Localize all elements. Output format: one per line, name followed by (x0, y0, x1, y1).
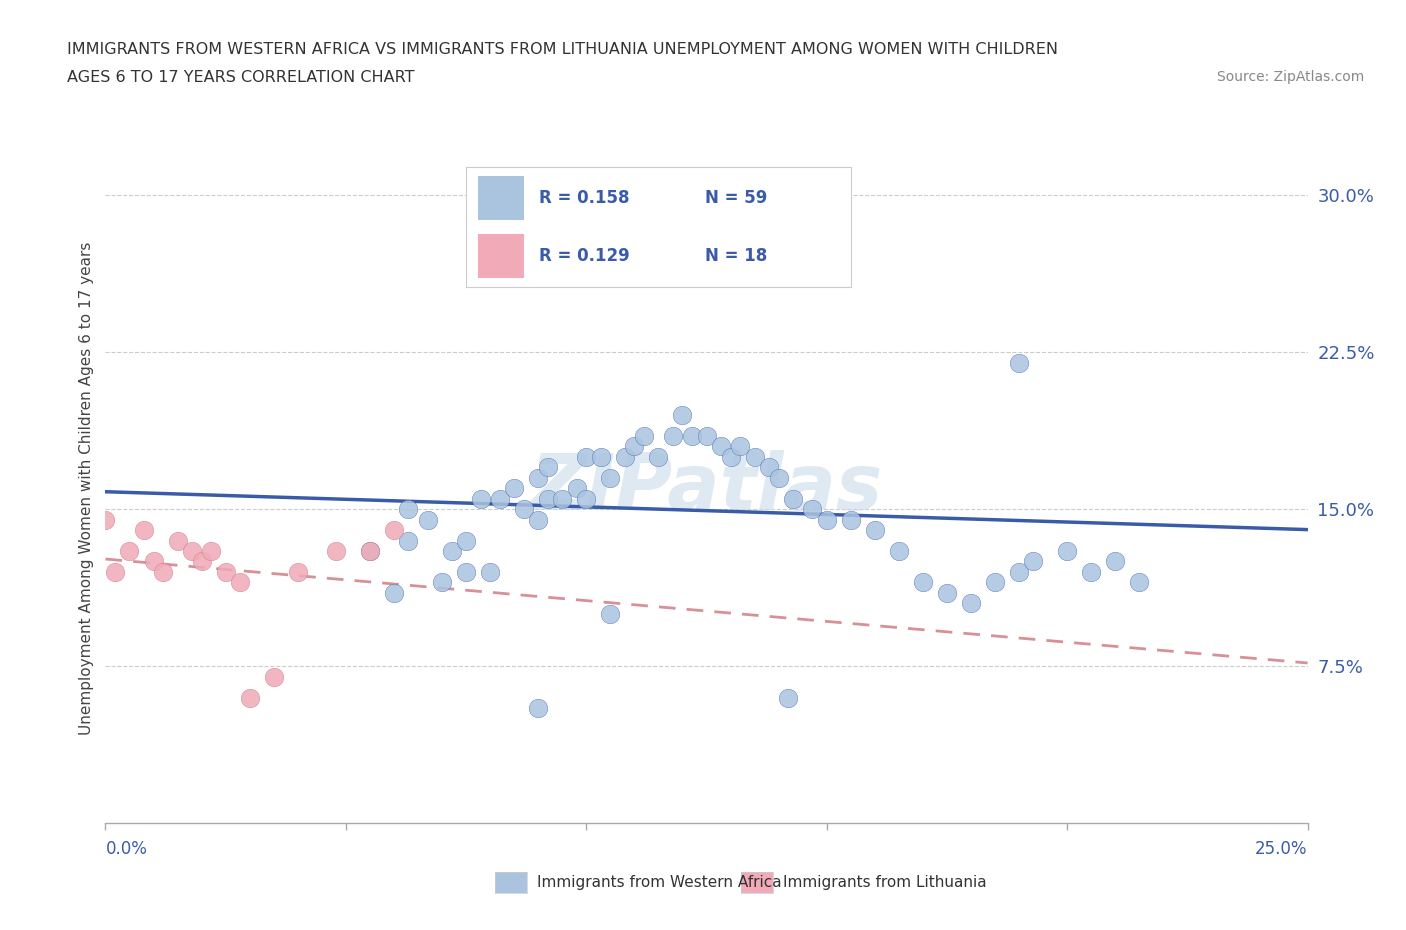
Point (190, 554, 212, 569)
Point (359, 543, 381, 558)
Point (758, 460, 780, 474)
Point (575, 491, 598, 506)
Point (647, 449, 669, 464)
Point (488, 491, 510, 506)
Text: Immigrants from Western Africa: Immigrants from Western Africa (537, 875, 782, 890)
Point (396, 533, 419, 548)
Point (1022, 554, 1045, 569)
Point (744, 449, 766, 464)
Point (696, 429, 718, 444)
Point (239, 690, 262, 705)
Point (142, 554, 165, 569)
Point (1128, 575, 1150, 590)
Point (181, 543, 204, 558)
Point (1080, 565, 1102, 579)
Point (513, 502, 536, 517)
Point (681, 429, 703, 444)
Point (768, 471, 790, 485)
Point (118, 543, 141, 558)
Point (382, 523, 405, 538)
Text: Source: ZipAtlas.com: Source: ZipAtlas.com (1216, 70, 1364, 84)
Point (152, 565, 174, 579)
Point (359, 543, 381, 558)
Point (396, 502, 419, 517)
Point (470, 491, 492, 506)
Point (200, 543, 222, 558)
Point (229, 575, 252, 590)
Point (960, 596, 983, 611)
Point (839, 512, 862, 527)
Point (263, 670, 285, 684)
Text: 0.0%: 0.0% (105, 840, 148, 857)
Point (720, 449, 742, 464)
Point (887, 543, 910, 558)
Point (132, 523, 155, 538)
Point (936, 586, 959, 601)
Point (984, 575, 1007, 590)
Point (551, 491, 574, 506)
Point (1008, 565, 1031, 579)
Point (575, 449, 598, 464)
Point (662, 429, 685, 444)
Point (104, 565, 127, 579)
Point (1008, 355, 1031, 370)
Point (287, 565, 309, 579)
Point (671, 407, 693, 422)
Point (589, 449, 612, 464)
Point (503, 481, 526, 496)
Point (440, 543, 463, 558)
Point (1104, 554, 1126, 569)
Point (782, 491, 804, 506)
Point (778, 690, 800, 705)
Point (214, 565, 236, 579)
Point (565, 481, 588, 496)
Point (710, 439, 733, 454)
Point (710, 188, 733, 203)
Point (325, 543, 347, 558)
Point (416, 512, 439, 527)
Point (801, 502, 824, 517)
Point (479, 565, 502, 579)
Point (911, 575, 934, 590)
Text: IMMIGRANTS FROM WESTERN AFRICA VS IMMIGRANTS FROM LITHUANIA UNEMPLOYMENT AMONG W: IMMIGRANTS FROM WESTERN AFRICA VS IMMIGR… (67, 42, 1059, 57)
Point (613, 449, 636, 464)
Point (527, 471, 550, 485)
Text: Immigrants from Lithuania: Immigrants from Lithuania (783, 875, 987, 890)
Point (1056, 543, 1078, 558)
Point (537, 491, 560, 506)
Point (599, 471, 621, 485)
Point (166, 533, 188, 548)
Point (623, 439, 645, 454)
Point (527, 512, 550, 527)
Point (633, 429, 655, 444)
Point (537, 460, 560, 474)
Point (430, 575, 453, 590)
Point (728, 439, 751, 454)
Point (454, 533, 477, 548)
Point (527, 700, 550, 715)
Point (815, 512, 838, 527)
Point (863, 523, 886, 538)
Point (454, 565, 477, 579)
Text: AGES 6 TO 17 YEARS CORRELATION CHART: AGES 6 TO 17 YEARS CORRELATION CHART (67, 70, 415, 85)
Point (94, 512, 117, 527)
Y-axis label: Unemployment Among Women with Children Ages 6 to 17 years: Unemployment Among Women with Children A… (79, 242, 94, 735)
Text: ZIPatlas: ZIPatlas (530, 450, 883, 526)
Point (382, 586, 405, 601)
Text: 25.0%: 25.0% (1256, 840, 1308, 857)
Point (599, 606, 621, 621)
